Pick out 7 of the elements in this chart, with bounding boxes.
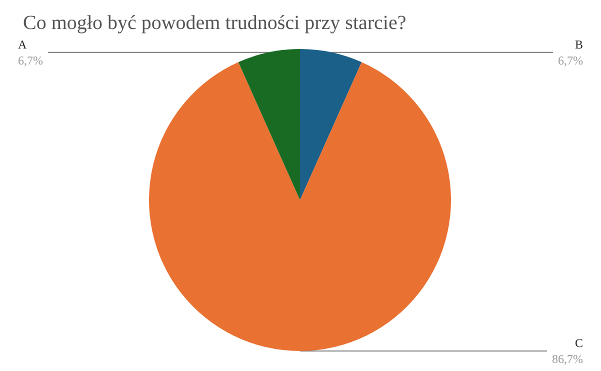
slice-label: A xyxy=(18,37,27,52)
data-label: 6,7% xyxy=(18,53,43,68)
data-label: 6,7% xyxy=(558,53,583,68)
slice-label: B xyxy=(574,37,583,52)
chart-title: Co mogło być powodem trudności przy starcie? xyxy=(23,12,406,34)
data-label: 86,7% xyxy=(552,352,583,366)
slice-label: C xyxy=(574,336,583,350)
